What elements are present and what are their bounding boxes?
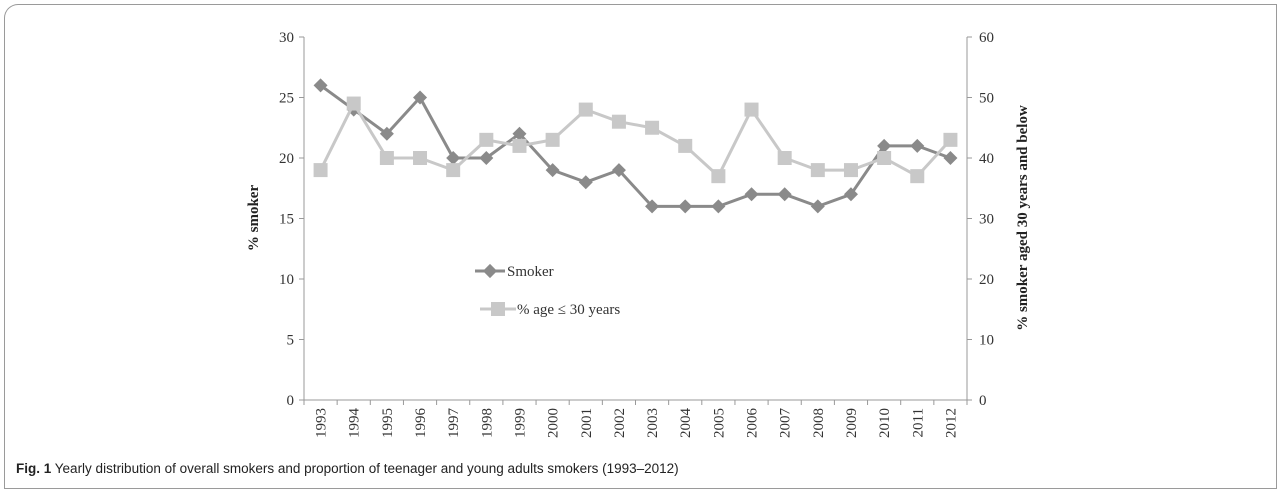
age-30-below-point xyxy=(446,163,461,178)
age-30-below-point xyxy=(877,151,892,165)
x-tick-label: 1993 xyxy=(314,408,330,438)
x-tick-label: 2008 xyxy=(811,408,827,438)
age-30-below-point xyxy=(413,151,428,165)
x-tick-label: 2003 xyxy=(645,408,661,438)
x-tick-label: 2006 xyxy=(745,408,761,439)
smoker-point xyxy=(611,163,626,178)
legend: Smoker % age ≤ 30 years xyxy=(475,263,620,318)
age-30-below-point xyxy=(943,132,958,147)
age-30-below-point xyxy=(843,163,858,178)
x-tick-label: 2001 xyxy=(579,408,595,438)
figure-caption-label: Fig. 1 xyxy=(16,461,52,476)
x-tick-label: 1998 xyxy=(479,408,495,438)
x-tick-label: 2000 xyxy=(546,408,562,438)
smoker-point xyxy=(843,187,858,202)
smoker-point xyxy=(313,78,328,93)
smoker-point xyxy=(711,199,726,214)
smoker-point xyxy=(545,163,560,178)
x-tick-label: 2007 xyxy=(778,408,794,439)
left-tick-label: 30 xyxy=(279,30,294,46)
y2-axis-label: % smoker aged 30 years and below xyxy=(1015,105,1031,331)
right-tick-label: 40 xyxy=(979,151,994,167)
left-tick-label: 5 xyxy=(287,333,295,349)
legend-label-smoker: Smoker xyxy=(507,264,554,280)
right-tick-label: 30 xyxy=(979,212,994,228)
left-tick-label: 0 xyxy=(287,393,295,409)
line-chart: 0 5 10 15 20 25 30 0 10 20 30 40 50 60 1993 1994 1995 1… xyxy=(246,30,1031,439)
left-tick-label: 25 xyxy=(279,91,294,107)
left-tick-label: 15 xyxy=(279,212,294,228)
x-tick-label: 2011 xyxy=(910,408,926,437)
x-tick-label: 2010 xyxy=(877,408,893,438)
x-tick-label: 1996 xyxy=(413,408,429,439)
age-30-below-point xyxy=(379,151,394,165)
series-line-smoker xyxy=(319,84,951,208)
smoker-point xyxy=(645,199,660,214)
x-tick-label: 1999 xyxy=(512,408,528,438)
right-tick-label: 10 xyxy=(979,333,994,349)
smoker-point xyxy=(379,126,394,141)
x-tick-label: 1995 xyxy=(380,408,396,438)
figure-caption: Fig. 1 Yearly distribution of overall sm… xyxy=(16,461,679,476)
age-30-below-point xyxy=(910,169,925,184)
age-30-below-point xyxy=(777,151,792,165)
age-30-below-point xyxy=(645,120,660,135)
legend-marker-smoker xyxy=(482,263,498,279)
figure-caption-text: Yearly distribution of overall smokers a… xyxy=(54,461,679,476)
legend-marker-young xyxy=(491,302,505,316)
x-tick-label: 2002 xyxy=(612,408,628,438)
x-tick-label: 1997 xyxy=(446,408,462,439)
smoker-point xyxy=(578,175,593,190)
smoker-point xyxy=(810,199,825,214)
y-axis-label: % smoker xyxy=(246,185,262,252)
x-tick-label: 2009 xyxy=(844,408,860,438)
smoker-point xyxy=(678,199,693,214)
smoker-point xyxy=(910,138,925,153)
left-tick-label: 10 xyxy=(279,272,294,288)
right-tick-label: 20 xyxy=(979,272,994,288)
age-30-below-point xyxy=(711,169,726,184)
x-tick-label: 1994 xyxy=(347,408,363,439)
smoker-point xyxy=(744,187,759,202)
smoker-point xyxy=(446,151,461,165)
figure-frame xyxy=(4,4,1277,489)
x-tick-label: 2004 xyxy=(678,408,694,439)
age-30-below-point xyxy=(744,102,759,117)
right-tick-label: 50 xyxy=(979,91,994,107)
left-tick-label: 20 xyxy=(279,151,294,167)
x-tick-label: 2005 xyxy=(711,408,727,438)
age-30-below-point xyxy=(313,163,328,178)
smoker-point xyxy=(512,126,527,141)
age-30-below-point xyxy=(479,132,494,147)
smoker-point xyxy=(479,151,494,165)
age-30-below-point xyxy=(545,132,560,147)
age-30-below-point xyxy=(578,102,593,117)
age-30-below-point xyxy=(810,163,825,178)
age-30-below-point xyxy=(678,138,693,153)
smoker-point xyxy=(943,151,958,165)
figure-frame-right xyxy=(1276,4,1277,489)
smoker-point xyxy=(777,187,792,202)
right-tick-label: 0 xyxy=(979,393,987,409)
age-30-below-point xyxy=(611,114,626,129)
age-30-below-point xyxy=(512,138,527,153)
smoker-point xyxy=(413,90,428,105)
figure-frame-bottom xyxy=(4,488,1277,489)
legend-label-young: % age ≤ 30 years xyxy=(517,302,620,318)
smoker-point xyxy=(877,138,892,153)
right-tick-label: 60 xyxy=(979,30,994,46)
age-30-below-point xyxy=(346,96,361,111)
x-tick-label: 2012 xyxy=(943,408,959,438)
